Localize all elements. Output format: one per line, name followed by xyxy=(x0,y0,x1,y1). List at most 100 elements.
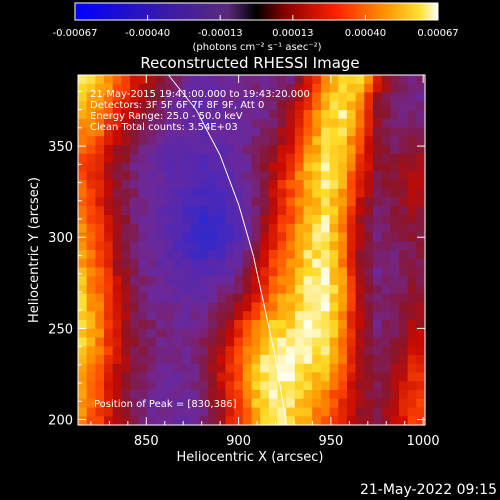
heatmap-cell xyxy=(173,162,183,172)
heatmap-cell xyxy=(242,250,253,260)
heatmap-cell xyxy=(260,75,270,85)
heatmap-cell xyxy=(208,267,218,277)
heatmap-cell xyxy=(164,390,175,400)
heatmap-cell xyxy=(338,180,348,190)
heatmap-cell xyxy=(112,276,122,286)
heatmap-cell xyxy=(182,276,192,286)
heatmap-cell xyxy=(164,276,175,286)
heatmap-cell xyxy=(355,197,365,207)
heatmap-cell xyxy=(208,398,218,409)
heatmap-cell xyxy=(199,293,209,304)
heatmap-cell xyxy=(104,153,114,164)
heatmap-cell xyxy=(216,110,227,120)
heatmap-cell xyxy=(95,232,105,242)
heatmap-cell xyxy=(130,206,140,216)
heatmap-cell xyxy=(320,153,331,164)
heatmap-cell xyxy=(234,118,244,129)
heatmap-cell xyxy=(78,320,88,330)
heatmap-cell xyxy=(225,311,235,321)
heatmap-cell xyxy=(173,223,183,234)
heatmap-cell xyxy=(260,180,270,190)
heatmap-cell xyxy=(355,92,365,102)
heatmap-cell xyxy=(407,101,417,111)
heatmap-cell xyxy=(216,311,227,321)
heatmap-cell xyxy=(398,162,409,172)
heatmap-cell xyxy=(251,320,261,330)
heatmap-cell xyxy=(86,101,96,111)
heatmap-cell xyxy=(112,145,122,155)
heatmap-cell xyxy=(112,346,122,356)
heatmap-cell xyxy=(216,118,227,129)
heatmap-cell xyxy=(416,407,426,417)
heatmap-cell xyxy=(95,302,105,312)
heatmap-cell xyxy=(364,250,374,260)
heatmap-cell xyxy=(173,328,183,339)
heatmap-cell xyxy=(138,162,149,172)
heatmap-cell xyxy=(208,153,218,164)
heatmap-cell xyxy=(147,153,157,164)
heatmap-cell xyxy=(225,337,235,347)
heatmap-cell xyxy=(268,171,279,181)
heatmap-cell xyxy=(355,320,365,330)
heatmap-cell xyxy=(416,110,426,120)
heatmap-cell xyxy=(312,110,322,120)
heatmap-cell xyxy=(251,355,261,365)
heatmap-cell xyxy=(398,215,409,225)
heatmap-cell xyxy=(338,153,348,164)
heatmap-cell xyxy=(398,171,409,181)
heatmap-cell xyxy=(277,75,287,85)
heatmap-cell xyxy=(234,276,244,286)
heatmap-cell xyxy=(130,258,140,269)
heatmap-cell xyxy=(372,250,383,260)
heatmap-cell xyxy=(147,276,157,286)
heatmap-cell xyxy=(312,302,322,312)
heatmap-cell xyxy=(156,416,166,426)
heatmap-cell xyxy=(416,372,426,382)
heatmap-cell xyxy=(364,285,374,295)
heatmap-cell xyxy=(121,162,131,172)
heatmap-cell xyxy=(182,390,192,400)
heatmap-cell xyxy=(364,398,374,409)
heatmap-cell xyxy=(190,223,201,234)
heatmap-cell xyxy=(355,232,365,242)
heatmap-cell xyxy=(216,407,227,417)
heatmap-cell xyxy=(416,276,426,286)
heatmap-cell xyxy=(416,258,426,269)
heatmap-cell xyxy=(86,223,96,234)
heatmap-cell xyxy=(268,136,279,146)
heatmap-cell xyxy=(104,285,114,295)
heatmap-cell xyxy=(130,398,140,409)
heatmap-cell xyxy=(138,276,149,286)
heatmap-cell xyxy=(416,188,426,199)
heatmap-cell xyxy=(182,398,192,409)
heatmap-cell xyxy=(346,381,357,391)
heatmap-cell xyxy=(268,92,279,102)
heatmap-cell xyxy=(312,101,322,111)
heatmap-cell xyxy=(268,302,279,312)
heatmap-cell xyxy=(312,92,322,102)
heatmap-cell xyxy=(286,118,296,129)
heatmap-cell xyxy=(130,276,140,286)
heatmap-cell xyxy=(208,206,218,216)
heatmap-cell xyxy=(156,398,166,409)
heatmap-cell xyxy=(95,197,105,207)
heatmap-cell xyxy=(372,258,383,269)
heatmap-cell xyxy=(173,75,183,85)
heatmap-cell xyxy=(138,206,149,216)
heatmap-cell xyxy=(121,250,131,260)
heatmap-cell xyxy=(156,127,166,137)
heatmap-cell xyxy=(251,153,261,164)
heatmap-cell xyxy=(208,302,218,312)
heatmap-cell xyxy=(268,206,279,216)
heatmap-cell xyxy=(190,92,201,102)
heatmap-cell xyxy=(216,197,227,207)
heatmap-cell xyxy=(190,311,201,321)
heatmap-cell xyxy=(251,416,261,426)
heatmap-cell xyxy=(286,188,296,199)
heatmap-cell xyxy=(329,416,339,426)
heatmap-cell xyxy=(277,328,287,339)
heatmap-cell xyxy=(407,285,417,295)
heatmap-cell xyxy=(364,337,374,347)
heatmap-cell xyxy=(147,127,157,137)
heatmap-cell xyxy=(286,92,296,102)
